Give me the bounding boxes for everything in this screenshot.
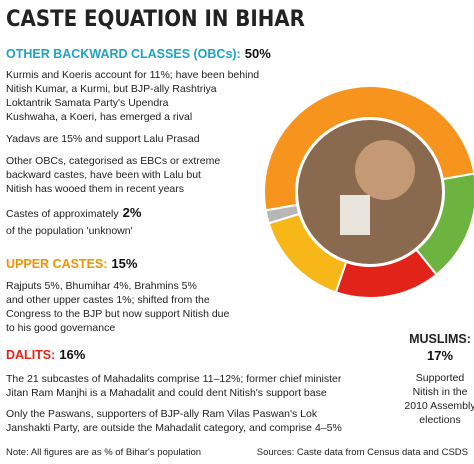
value-label: 17% (427, 348, 453, 363)
body-line: Nitish in the (413, 386, 468, 398)
category: MUSLIMS: (409, 332, 471, 346)
note-line: of the population 'unknown' (6, 225, 133, 237)
body-line: and other upper castes 1%; shifted from … (6, 294, 210, 306)
body-line: backward castes, have been with Lalu but (6, 169, 201, 181)
donut-segment (264, 203, 301, 225)
footer-source: Sources: Caste data from Census data and… (257, 447, 468, 458)
photo-face (355, 140, 415, 200)
body-line: Nitish Kumar, a Kurmi, but BJP-ally Rash… (6, 83, 217, 95)
body-line: Rajputs 5%, Bhumihar 4%, Brahmins 5% (6, 280, 197, 292)
value-label: 2% (123, 205, 142, 220)
footer-note: Note: All figures are as % of Bihar's po… (6, 447, 201, 458)
body-line: Other OBCs, categorised as EBCs or extre… (6, 155, 220, 167)
note-line: Castes of approximately 2% (6, 205, 142, 220)
body-line: Janshakti Party, are outside the Mahadal… (6, 422, 342, 434)
category: DALITS: (6, 348, 55, 362)
body-line: Yadavs are 15% and support Lalu Prasad (6, 133, 200, 145)
body-line: Congress to the BJP but now support Niti… (6, 308, 230, 320)
heading: OTHER BACKWARD CLASSES (OBCs): 50% (6, 46, 271, 61)
body-line: Supported (416, 372, 465, 384)
body-line: 2010 Assembly (404, 400, 474, 412)
category: OTHER BACKWARD CLASSES (OBCs): (6, 47, 241, 61)
value-label: 15% (111, 256, 137, 271)
donut-segment (263, 85, 474, 212)
category: UPPER CASTES: (6, 257, 107, 271)
body-line: Kurmis and Koeris account for 11%; have … (6, 69, 259, 81)
heading: UPPER CASTES: 15% (6, 256, 138, 271)
value-label: 16% (59, 347, 85, 362)
body-line: Only the Paswans, supporters of BJP-ally… (6, 408, 318, 420)
body-line: Jitan Ram Manjhi is a Mahadalit and coul… (6, 387, 327, 399)
value-label: 50% (245, 46, 271, 61)
body-line: Kushwaha, a Koeri, has emerged a rival (6, 111, 192, 123)
text: Castes of approximately (6, 208, 119, 220)
body-line: Loktantrik Samata Party's Upendra (6, 97, 169, 109)
title: CASTE EQUATION IN BIHAR (6, 7, 305, 32)
body-line: Nitish has wooed them in recent years (6, 183, 184, 195)
photo-paper (340, 195, 370, 235)
heading: DALITS: 16% (6, 347, 86, 362)
body-line: elections (419, 414, 460, 426)
body-line: to his good governance (6, 322, 115, 334)
body-line: The 21 subcastes of Mahadalits comprise … (6, 373, 342, 385)
